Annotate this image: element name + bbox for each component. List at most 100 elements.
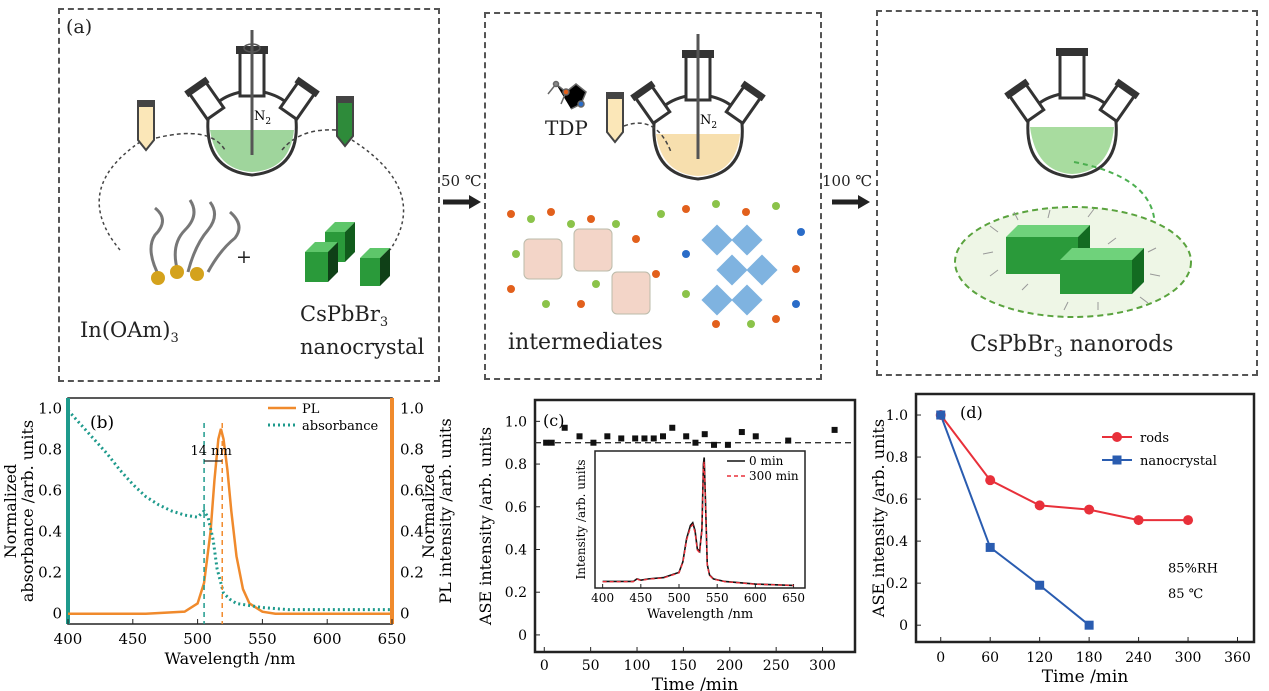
tdp-label: TDP	[545, 116, 588, 140]
y-tick-label-right: 0	[400, 605, 410, 623]
data-point-nanocrystal	[985, 542, 995, 552]
data-point	[738, 429, 745, 436]
data-point	[618, 435, 625, 442]
panel-a-illustration: N2	[98, 30, 405, 286]
data-point-nanocrystal	[936, 410, 946, 420]
ion-particles	[507, 208, 665, 308]
x-tick-label: 0	[936, 650, 945, 666]
data-point	[692, 439, 699, 446]
y-tick-label: 0	[899, 618, 908, 634]
y-tick-label: 0.2	[886, 576, 908, 592]
annotation-rh: 85%RH	[1168, 562, 1218, 577]
step-1-arrow	[443, 195, 481, 209]
data-point	[660, 433, 666, 440]
x-tick-label: 300	[1175, 650, 1202, 666]
plus-sign: +	[236, 246, 252, 268]
data-point	[548, 439, 555, 446]
data-point-rods	[1183, 515, 1194, 526]
y-tick-label-left: 0.2	[38, 564, 62, 582]
data-point	[543, 439, 550, 446]
y-tick-label-right: 0.8	[400, 440, 424, 458]
data-point	[752, 433, 759, 440]
data-point-rods	[1133, 515, 1144, 526]
intermediates-label: intermediates	[508, 330, 663, 355]
series-line-PL	[68, 428, 392, 615]
y-axis-title-left: Normalizedabsorbance /arb. units	[1, 420, 37, 602]
step-2-arrow	[832, 195, 870, 209]
data-point	[576, 433, 583, 440]
data-point	[604, 433, 611, 440]
data-point-rods	[1084, 504, 1095, 515]
legend-label-pl: PL	[302, 402, 320, 417]
annotation-temp: 85 ℃	[1168, 587, 1203, 602]
y-tick-label: 0.8	[505, 457, 527, 473]
chart-c: 0 50 100 150 200 250 300 0 0.2 0.4 0.6 0.8 1.0 Time /…	[476, 398, 857, 691]
data-point	[701, 431, 708, 438]
data-point-rods	[985, 475, 996, 486]
data-point	[650, 435, 657, 442]
data-point	[561, 424, 568, 431]
data-point-nanocrystal	[1084, 620, 1094, 630]
data-point	[711, 441, 718, 448]
data-point	[724, 441, 731, 448]
in-oam-vial	[137, 100, 155, 152]
x-tick-label: 200	[716, 658, 743, 674]
x-tick-label: 120	[1026, 650, 1053, 666]
legend-label-nanocrystal: nanocrystal	[1140, 454, 1217, 469]
flask-right	[1004, 48, 1140, 179]
x-axis-title: Time /min	[652, 675, 739, 691]
inset-x-tick-label: 450	[629, 591, 652, 605]
data-point	[632, 435, 639, 442]
plot-frame	[533, 398, 857, 654]
y-tick-label-left: 0	[52, 605, 62, 623]
in-oam-molecule	[149, 199, 241, 279]
y-tick-label: 1.0	[886, 408, 908, 424]
data-point	[669, 424, 676, 431]
inset-x-tick-label: 400	[591, 591, 614, 605]
panel-c-label: (c)	[543, 411, 564, 430]
x-axis-title: Time /min	[1042, 667, 1129, 687]
legend-marker-nanocrystal	[1112, 455, 1122, 465]
x-tick-label: 180	[1076, 650, 1103, 666]
data-point	[590, 439, 597, 446]
nanocrystal-vial	[336, 96, 354, 148]
crystal-lattice	[682, 200, 805, 328]
gas-n2-a: N2	[254, 109, 271, 127]
data-point	[831, 426, 838, 433]
x-tick-label: 0	[540, 658, 549, 674]
inset-x-tick-label: 650	[782, 591, 805, 605]
plot-frame	[914, 392, 1256, 644]
chart-d: 0 60 120 180 240 300 360 0 0.2 0.4 0.6 0.8 1.0 Time /…	[869, 392, 1256, 687]
inset-legend-label-0min: 0 min	[749, 454, 784, 468]
y-axis-title-right: NormalizedPL intensity /arb. units	[419, 418, 455, 603]
inset-x-tick-label: 600	[744, 591, 767, 605]
reagent-cspbbr3: CsPbBr3 nanocrystal	[300, 302, 425, 360]
y-tick-label-right: 1.0	[400, 399, 424, 417]
x-tick-label: 250	[763, 658, 790, 674]
y-tick-label-left: 1.0	[38, 399, 62, 417]
y-axis-title: ASE intensity /arb. units	[476, 427, 495, 626]
inset-x-tick-label: 550	[706, 591, 729, 605]
nanocrystal-cubes	[305, 222, 390, 286]
inset-y-axis-title: Intensity /arb. units	[574, 459, 588, 579]
gas-n2-mid: N2	[700, 113, 717, 131]
y-tick-label: 0.2	[505, 585, 527, 601]
x-tick-label: 100	[624, 658, 651, 674]
y-tick-label-right: 0.2	[400, 564, 424, 582]
data-point	[785, 437, 792, 444]
data-point	[683, 433, 690, 440]
x-tick-label: 360	[1224, 650, 1251, 666]
inset-x-axis-title: Wavelength /nm	[647, 607, 753, 622]
panel-a-label: (a)	[66, 16, 93, 38]
y-tick-label: 0.4	[505, 542, 527, 558]
y-tick-label: 1.0	[505, 414, 527, 430]
y-tick-label-right: 0.6	[400, 481, 424, 499]
x-tick-label: 240	[1125, 650, 1152, 666]
panel-mid-illustration: N2	[507, 34, 805, 328]
panel-right-box	[876, 10, 1258, 376]
inset-x-tick-label: 500	[668, 591, 691, 605]
y-tick-label: 0.8	[886, 450, 908, 466]
y-axis-title: ASE intensity /arb. units	[869, 419, 888, 618]
data-point-nanocrystal	[1035, 580, 1045, 590]
inset-legend-label-300min: 300 min	[749, 469, 799, 483]
